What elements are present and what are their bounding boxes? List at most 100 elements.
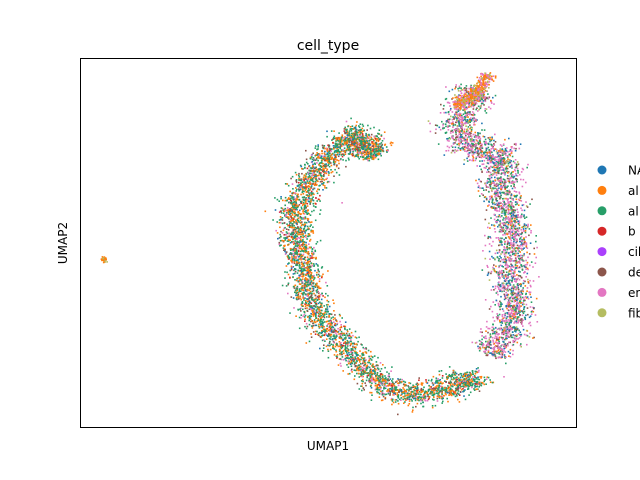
scatter-point [360, 141, 363, 143]
scatter-point [297, 249, 300, 252]
scatter-point [324, 154, 326, 157]
scatter-point [397, 394, 400, 397]
scatter-point [309, 270, 312, 273]
scatter-point [310, 224, 312, 226]
scatter-point [530, 230, 532, 232]
scatter-point [442, 400, 444, 403]
scatter-point [298, 267, 301, 269]
scatter-point [357, 364, 360, 367]
scatter-point [297, 247, 299, 249]
scatter-point [349, 363, 352, 365]
scatter-point [446, 378, 448, 380]
scatter-point [300, 258, 302, 261]
scatter-point [319, 180, 322, 183]
scatter-point [327, 310, 329, 313]
scatter-point [334, 146, 337, 149]
scatter-point [303, 313, 306, 316]
scatter-point [308, 173, 310, 175]
scatter-point [377, 384, 380, 386]
scatter-point [344, 358, 347, 360]
scatter-point [297, 244, 299, 247]
scatter-point [319, 321, 321, 323]
scatter-point [317, 333, 319, 336]
scatter-point [301, 262, 303, 265]
scatter-point [293, 210, 295, 213]
scatter-point [308, 323, 311, 326]
scatter-point [308, 276, 311, 278]
scatter-point [350, 138, 352, 140]
scatter-point [360, 380, 363, 382]
scatter-point [450, 376, 452, 378]
scatter-point [455, 384, 458, 387]
scatter-point [350, 117, 352, 120]
scatter-point [311, 296, 314, 299]
scatter-point [318, 306, 320, 309]
scatter-point [388, 382, 391, 385]
scatter-point [334, 156, 336, 159]
scatter-point [366, 150, 368, 152]
scatter-point [389, 388, 391, 390]
scatter-point [361, 152, 363, 155]
scatter-point [288, 235, 291, 237]
scatter-point [436, 397, 439, 400]
scatter-point [505, 211, 508, 213]
scatter-point [295, 250, 297, 253]
scatter-point [280, 197, 282, 200]
scatter-point [336, 335, 338, 337]
scatter-point [352, 141, 355, 144]
scatter-point [329, 334, 332, 337]
scatter-point [338, 341, 341, 343]
scatter-point [339, 136, 341, 139]
scatter-point [307, 191, 309, 193]
scatter-point [315, 178, 317, 180]
scatter-point [427, 120, 430, 122]
scatter-point [304, 199, 306, 202]
scatter-point [287, 255, 290, 258]
scatter-point [351, 354, 354, 357]
scatter-point [399, 388, 401, 391]
scatter-point [448, 394, 450, 396]
scatter-point [430, 380, 433, 382]
scatter-point [398, 382, 401, 384]
scatter-point [306, 281, 309, 283]
scatter-point [375, 388, 378, 391]
scatter-point [453, 393, 455, 396]
scatter-point [344, 321, 347, 323]
scatter-point [310, 221, 313, 223]
scatter-point [437, 378, 439, 380]
scatter-point [326, 153, 329, 156]
scatter-point [448, 366, 451, 368]
scatter-point [409, 395, 411, 397]
scatter-point [291, 262, 294, 264]
scatter-point [348, 132, 351, 134]
scatter-point [417, 389, 420, 391]
scatter-point [288, 224, 291, 226]
scatter-point [342, 359, 345, 361]
scatter-point [305, 299, 307, 302]
scatter-point [325, 163, 328, 165]
scatter-point [498, 230, 501, 233]
scatter-point [512, 212, 514, 215]
scatter-point [485, 383, 487, 385]
scatter-point [381, 391, 384, 394]
scatter-point [288, 198, 290, 200]
scatter-point [310, 154, 313, 156]
scatter-point [484, 218, 487, 221]
scatter-point [295, 227, 298, 229]
scatter-point [347, 348, 350, 351]
scatter-point [348, 137, 351, 140]
scatter-point [369, 391, 371, 394]
scatter-point [295, 199, 297, 201]
scatter-point [346, 353, 349, 356]
scatter-point [318, 178, 321, 180]
scatter-point [369, 148, 371, 150]
scatter-point [375, 368, 377, 371]
scatter-point [288, 257, 290, 260]
scatter-point [302, 168, 304, 170]
scatter-point [342, 334, 344, 337]
scatter-point [372, 138, 375, 141]
scatter-point [312, 324, 315, 327]
scatter-point [319, 200, 321, 202]
scatter-point [328, 145, 331, 147]
scatter-point [293, 246, 296, 249]
